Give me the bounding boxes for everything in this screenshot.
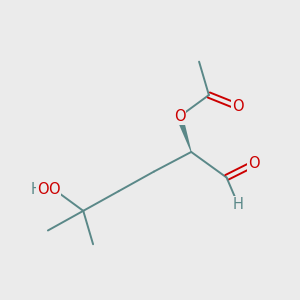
Text: H: H: [31, 182, 42, 197]
Text: O: O: [248, 156, 260, 171]
Text: O: O: [48, 182, 60, 197]
Text: O: O: [37, 182, 49, 197]
Text: O: O: [174, 109, 185, 124]
Text: H: H: [233, 197, 244, 212]
Text: O: O: [232, 99, 244, 114]
Polygon shape: [176, 116, 192, 152]
